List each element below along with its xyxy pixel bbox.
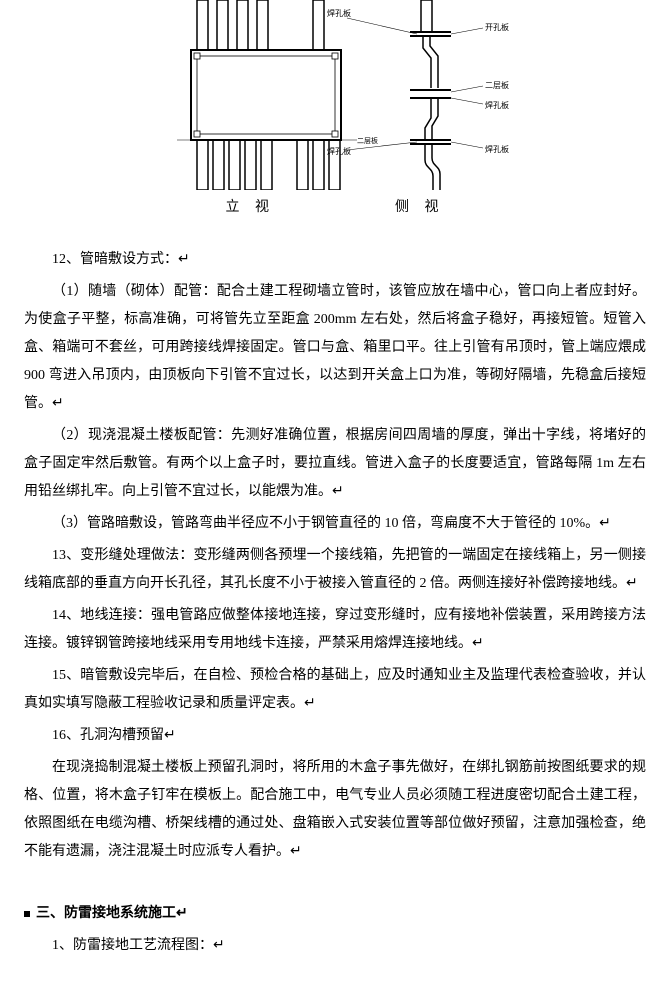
diagram-container: 二层板 [24,0,646,190]
section-3-sub-1: 1、防雷接地工艺流程图：↵ [24,932,646,960]
diagram-captions: 立 视 侧 视 [24,196,646,216]
side-top-label: 开孔板 [485,22,509,32]
caption-elevation: 立 视 [226,196,276,216]
para-12-1: （1）随墙（砌体）配管：配合土建工程砌墙立管时，该管应放在墙中心，管口向上者应封… [24,278,646,418]
side-bot-label: 焊孔板 [485,144,509,154]
section-3-title: 三、防雷接地系统施工↵ [36,906,188,921]
section-3-heading: 三、防雷接地系统施工↵ [24,902,646,922]
para-12-2: （2）现浇混凝土楼板配管：先测好准确位置，根据房间四周墙的厚度，弹出十字线，将堵… [24,422,646,506]
para-16-body: 在现浇捣制混凝土楼板上预留孔洞时，将所用的木盒子事先做好，在绑扎钢筋前按图纸要求… [24,754,646,866]
para-12-title: 12、管暗敷设方式：↵ [24,246,646,274]
side-bot-label-left: 焊孔板 [327,146,351,156]
side-top-label-left: 焊孔板 [327,8,351,18]
caption-side: 侧 视 [395,196,445,216]
para-15: 15、暗管敷设完毕后，在自检、预检合格的基础上，应及时通知业主及监理代表检查验收… [24,662,646,718]
elevation-mid-label: 二层板 [357,136,378,145]
bullet-icon [24,911,30,917]
side-mid-label-2: 焊孔板 [485,100,509,110]
para-16-title: 16、孔洞沟槽预留↵ [24,722,646,750]
para-12-3: （3）管路暗敷设，管路弯曲半径应不小于钢管直径的 10 倍，弯扁度不大于管径的 … [24,510,646,538]
para-14: 14、地线连接：强电管路应做整体接地连接，穿过变形缝时，应有接地补偿装置，采用跨… [24,602,646,658]
para-13: 13、变形缝处理做法：变形缝两侧各预埋一个接线箱，先把管的一端固定在接线箱上，另… [24,542,646,598]
junction-box-diagram: 二层板 [135,0,535,190]
side-mid-label-1: 二层板 [485,80,509,90]
